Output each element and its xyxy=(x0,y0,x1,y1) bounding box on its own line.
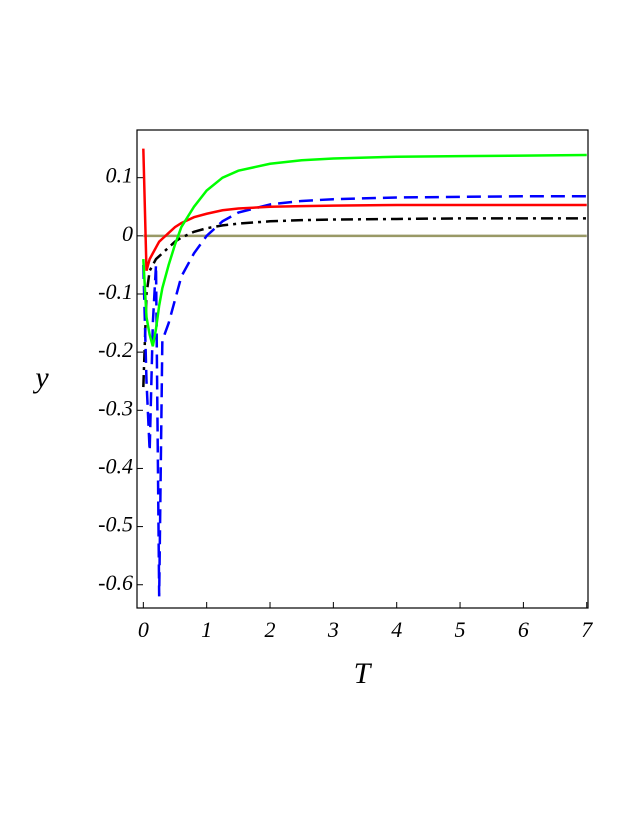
y-tick-label: -0.6 xyxy=(98,570,133,595)
x-tick-label: 1 xyxy=(201,617,212,642)
x-tick-label: 2 xyxy=(265,617,276,642)
y-tick-label: -0.4 xyxy=(98,453,133,478)
x-tick-label: 7 xyxy=(581,617,593,642)
x-tick-label: 5 xyxy=(455,617,466,642)
x-tick-label: 4 xyxy=(391,617,402,642)
x-tick-label: 3 xyxy=(327,617,339,642)
series-line xyxy=(142,195,587,597)
x-axis-label: T xyxy=(354,657,373,690)
y-axis-label: y xyxy=(32,361,49,394)
plot-frame xyxy=(136,129,589,609)
x-tick-label: 6 xyxy=(518,617,529,642)
y-tick-label: -0.5 xyxy=(98,512,133,537)
x-tick-label: 0 xyxy=(138,617,149,642)
y-tick-label: 0 xyxy=(122,221,133,246)
y-tick-label: -0.1 xyxy=(98,279,133,304)
series-line xyxy=(142,153,587,347)
y-tick-label: 0.1 xyxy=(106,163,134,188)
y-tick-label: -0.3 xyxy=(98,395,133,420)
series-line xyxy=(142,148,587,272)
series-line xyxy=(142,217,587,388)
y-tick-label: -0.2 xyxy=(98,337,133,362)
